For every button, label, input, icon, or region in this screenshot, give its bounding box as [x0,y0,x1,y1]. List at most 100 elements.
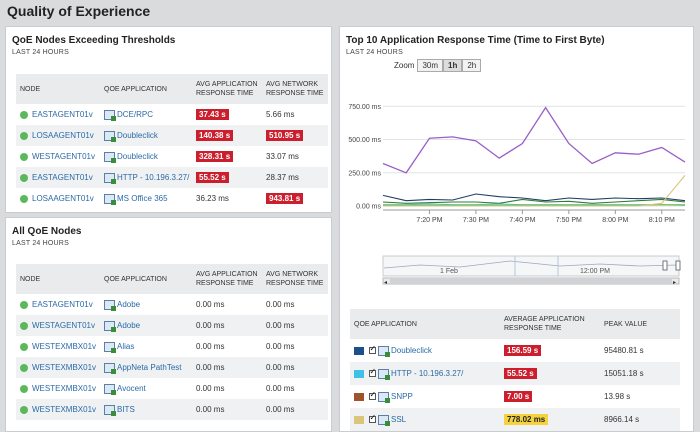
net-response-value: 0.00 ms [266,363,295,372]
node-name[interactable]: WESTAGENT01v [32,152,95,161]
node-name[interactable]: EASTAGENT01v [32,110,93,119]
node-link[interactable]: WESTAGENT01v [20,321,96,330]
table-row[interactable]: EASTAGENT01v Adobe 0.00 ms 0.00 ms [16,294,328,315]
table-row[interactable]: WESTEXMBX01v AppNeta PathTest 0.00 ms 0.00 … [16,357,328,378]
application-link[interactable]: Adobe [104,320,188,332]
table-row[interactable]: WESTEXMBX01v BITS 0.00 ms 0.00 ms [16,399,328,420]
col-qoe-application[interactable]: QOE APPLICATION [100,74,192,104]
application-name[interactable]: Doubleclick [117,152,158,161]
application-name[interactable]: DCE/RPC [117,110,154,119]
series-line-0[interactable] [382,106,686,174]
table-row[interactable]: SNPP 7.00 s 13.98 s [350,385,680,408]
application-link[interactable]: Alias [104,341,188,353]
node-name[interactable]: LOSAAGENT01v [32,194,94,203]
col-avg-network-response-time[interactable]: AVG NETWORK RESPONSE TIME [262,74,328,104]
series-line-5[interactable] [383,175,686,207]
node-link[interactable]: LOSAAGENT01v [20,194,96,203]
table-row[interactable]: WESTEXMBX01v Alias 0.00 ms 0.00 ms [16,336,328,357]
node-link[interactable]: WESTEXMBX01v [20,342,96,351]
application-name[interactable]: SNPP [391,392,413,401]
scroll-left-arrow[interactable]: ◂ [384,280,387,285]
application-link[interactable]: MS Office 365 [104,193,188,205]
node-link[interactable]: LOSAAGENT01v [20,131,96,140]
node-link[interactable]: EASTAGENT01v [20,173,96,182]
application-name[interactable]: HTTP - 10.196.3.27/ [391,369,464,378]
node-link[interactable]: EASTAGENT01v [20,110,96,119]
navigator-label: 12:00 PM [580,268,610,275]
series-line-1[interactable] [382,193,686,202]
node-name[interactable]: WESTEXMBX01v [32,363,97,372]
series-visibility-checkbox[interactable] [369,367,376,377]
series-line-4[interactable] [383,204,686,206]
table-row[interactable]: WESTAGENT01v Doubleclick 328.31 s 33.07 ms [16,146,328,167]
application-name[interactable]: Adobe [117,300,141,309]
node-link[interactable]: WESTAGENT01v [20,152,96,161]
col-node[interactable]: NODE [16,74,100,104]
thresholds-title: QoE Nodes Exceeding Thresholds [12,35,176,46]
application-name[interactable]: BITS [117,405,135,414]
node-link[interactable]: EASTAGENT01v [20,300,96,309]
application-link[interactable]: DCE/RPC [104,109,188,121]
col-avg-network-response-time[interactable]: AVG NETWORK RESPONSE TIME [262,264,328,294]
application-name[interactable]: AppNeta PathTest [117,363,182,372]
col-qoe-application[interactable]: QOE APPLICATION [350,309,500,339]
zoom-2h-button[interactable]: 2h [462,59,482,72]
application-name[interactable]: Doubleclick [391,346,432,355]
series-visibility-checkbox[interactable] [369,344,376,354]
application-link[interactable]: HTTP - 10.196.3.27/ [104,172,190,184]
node-link[interactable]: WESTEXMBX01v [20,363,96,372]
col-qoe-application[interactable]: QOE APPLICATION [100,264,192,294]
node-name[interactable]: WESTAGENT01v [32,321,95,330]
application-link[interactable]: AppNeta PathTest [104,362,188,374]
node-name[interactable]: EASTAGENT01v [32,300,93,309]
chart-series [382,106,686,207]
table-row[interactable]: WESTAGENT01v Adobe 0.00 ms 0.00 ms [16,315,328,336]
net-response-value: 0.00 ms [266,300,295,309]
application-name[interactable]: HTTP - 10.196.3.27/ [117,173,190,182]
table-row[interactable]: WESTEXMBX01v Avocent 0.00 ms 0.00 ms [16,378,328,399]
table-row[interactable]: Doubleclick 156.59 s 95480.81 s [350,339,680,362]
application-name[interactable]: SSL [391,415,407,424]
node-name[interactable]: WESTEXMBX01v [32,384,97,393]
node-name[interactable]: WESTEXMBX01v [32,405,97,414]
zoom-1h-button[interactable]: 1h [443,59,463,72]
application-link[interactable]: Doubleclick [104,151,188,163]
application-name[interactable]: Doubleclick [117,131,158,140]
node-name[interactable]: WESTEXMBX01v [32,342,97,351]
application-link[interactable]: BITS [104,404,188,416]
col-avg-application-response-time[interactable]: AVG APPLICATION RESPONSE TIME [192,74,262,104]
node-link[interactable]: WESTEXMBX01v [20,405,96,414]
node-name[interactable]: LOSAAGENT01v [32,131,94,140]
chart-grid [383,105,685,211]
navigator-handle-right[interactable] [675,260,681,271]
application-name[interactable]: Alias [117,342,135,351]
table-row[interactable]: LOSAAGENT01v MS Office 365 36.23 ms 943.81 … [16,188,328,209]
navigator-handle-left[interactable] [662,260,668,271]
col-avg-application-response-time[interactable]: AVG APPLICATION RESPONSE TIME [192,264,262,294]
col-peak-value[interactable]: PEAK VALUE [600,309,680,339]
application-link[interactable]: Doubleclick [104,130,188,142]
app-response-value: 55.52 s [196,172,229,183]
node-link[interactable]: WESTEXMBX01v [20,384,96,393]
scroll-right-arrow[interactable]: ▸ [673,280,676,285]
table-row[interactable]: HTTP - 10.196.3.27/55.52 s 15051.18 s [350,362,680,385]
application-link[interactable]: Adobe [104,299,188,311]
zoom-label: Zoom [394,61,415,70]
series-visibility-checkbox[interactable] [369,413,376,423]
node-name[interactable]: EASTAGENT01v [32,173,93,182]
col-average-application-response-time[interactable]: AVERAGE APPLICATION RESPONSE TIME [500,309,600,339]
series-line-3[interactable] [383,203,685,206]
scrollbar-thumb[interactable] [390,279,672,283]
zoom-30m-button[interactable]: 30m [417,59,444,72]
application-name[interactable]: MS Office 365 [117,194,168,203]
application-link[interactable]: Avocent [104,383,188,395]
table-row[interactable]: EASTAGENT01v HTTP - 10.196.3.27/55.52 s 28… [16,167,328,188]
application-name[interactable]: Adobe [117,321,141,330]
table-row[interactable]: EASTAGENT01v DCE/RPC 37.43 s 5.66 ms [16,104,328,125]
col-node[interactable]: NODE [16,264,100,294]
series-visibility-checkbox[interactable] [369,390,376,400]
table-row[interactable]: LOSAAGENT01v Doubleclick 140.38 s 510.95 s [16,125,328,146]
series-line-2[interactable] [382,198,686,204]
table-row[interactable]: SSL 778.02 ms 8966.14 s [350,408,680,431]
application-name[interactable]: Avocent [117,384,146,393]
